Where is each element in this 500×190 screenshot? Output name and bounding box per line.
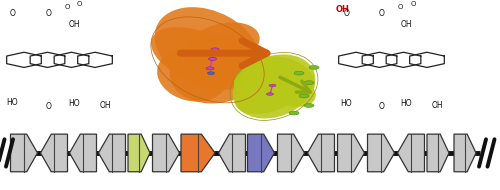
Text: O: O: [378, 9, 384, 18]
Ellipse shape: [232, 54, 316, 119]
Ellipse shape: [151, 27, 244, 85]
Ellipse shape: [186, 22, 260, 67]
Polygon shape: [54, 52, 89, 67]
Polygon shape: [398, 134, 424, 172]
Text: O: O: [10, 9, 16, 18]
Polygon shape: [410, 52, 444, 67]
Circle shape: [208, 72, 214, 74]
Polygon shape: [248, 134, 274, 172]
Text: OH: OH: [432, 101, 444, 110]
Text: O: O: [378, 102, 384, 111]
Circle shape: [309, 66, 319, 69]
Polygon shape: [181, 134, 215, 172]
Ellipse shape: [234, 64, 284, 98]
Text: OH: OH: [400, 20, 412, 29]
Polygon shape: [6, 52, 42, 67]
Circle shape: [289, 111, 299, 115]
Circle shape: [304, 104, 314, 107]
Polygon shape: [338, 134, 364, 172]
Polygon shape: [10, 134, 38, 172]
Text: HO: HO: [6, 98, 18, 107]
Polygon shape: [152, 134, 180, 172]
Text: O: O: [46, 9, 52, 18]
Circle shape: [208, 57, 216, 60]
Text: O: O: [344, 9, 349, 18]
Circle shape: [269, 84, 276, 87]
Polygon shape: [40, 134, 68, 172]
Text: O: O: [65, 4, 70, 10]
Circle shape: [299, 94, 309, 98]
Polygon shape: [362, 52, 397, 67]
Text: O: O: [76, 1, 82, 7]
Polygon shape: [30, 52, 65, 67]
Ellipse shape: [262, 74, 316, 107]
Ellipse shape: [243, 56, 315, 101]
Ellipse shape: [154, 7, 260, 90]
Ellipse shape: [170, 35, 266, 104]
Polygon shape: [454, 134, 476, 172]
Circle shape: [266, 93, 274, 95]
Circle shape: [211, 48, 219, 51]
Ellipse shape: [157, 48, 228, 102]
Polygon shape: [338, 52, 374, 67]
Text: HO: HO: [68, 99, 80, 108]
Text: HO: HO: [340, 99, 352, 108]
Polygon shape: [308, 134, 334, 172]
Ellipse shape: [235, 74, 303, 114]
Polygon shape: [386, 52, 421, 67]
Text: OH: OH: [336, 5, 349, 14]
Polygon shape: [98, 134, 126, 172]
Ellipse shape: [192, 46, 264, 81]
Circle shape: [206, 67, 214, 70]
Text: O: O: [410, 1, 416, 7]
Text: HO: HO: [400, 99, 412, 108]
Text: O: O: [398, 4, 402, 10]
Polygon shape: [368, 134, 394, 172]
Polygon shape: [128, 134, 150, 172]
Polygon shape: [427, 134, 449, 172]
Polygon shape: [78, 52, 112, 67]
Polygon shape: [70, 134, 96, 172]
Text: OH: OH: [99, 101, 111, 110]
Text: O: O: [46, 102, 52, 111]
Circle shape: [294, 71, 304, 75]
Circle shape: [304, 81, 314, 85]
Text: OH: OH: [68, 20, 80, 29]
Polygon shape: [278, 134, 304, 172]
Polygon shape: [218, 134, 246, 172]
